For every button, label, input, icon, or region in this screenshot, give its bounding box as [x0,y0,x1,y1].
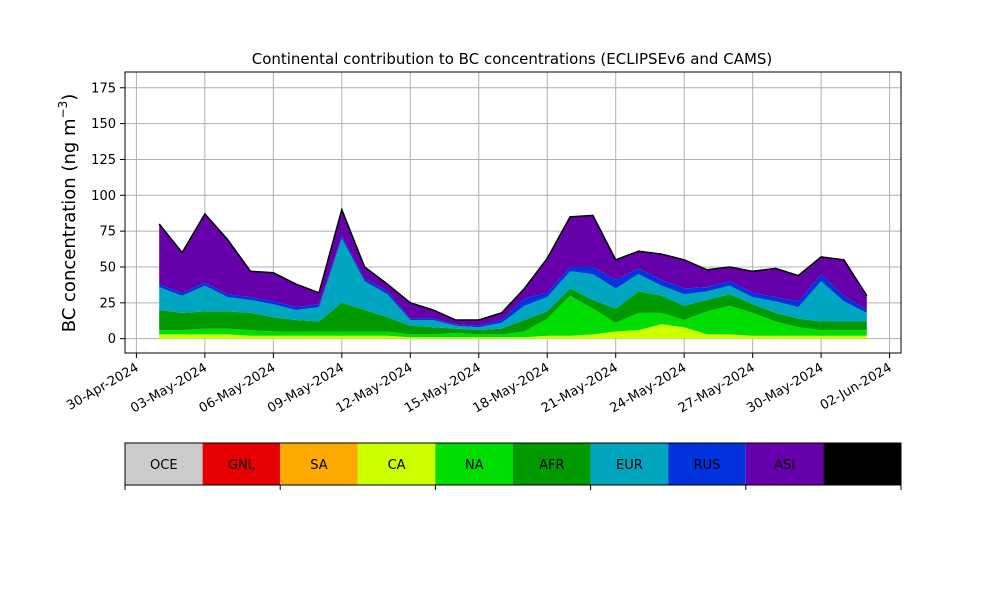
y-tick-label-4: 100 [91,189,116,204]
y-tick-label-7: 175 [91,81,116,96]
colorbar-label-na: NA [465,458,484,473]
total-outline [158,207,868,321]
area-eur [159,238,867,331]
x-tick-label-2: 06-May-2024 [197,360,279,416]
colorbar-label-oce: OCE [150,458,178,473]
x-tick-label-1: 03-May-2024 [128,360,210,416]
y-axis-label-superscript: −3 [56,101,70,119]
colorbar-swatch-asi [745,443,824,485]
colorbar-frame [124,442,902,486]
area-afr [159,288,867,335]
x-tick-label-6: 18-May-2024 [471,360,553,416]
colorbar-swatch-rus [668,443,746,485]
colorbar-swatch-aus [823,443,901,485]
chart-title: Continental contribution to BC concentra… [252,50,773,68]
y-tick-label-0: 0 [108,332,116,347]
colorbar-label-asi: ASI [774,458,795,473]
colorbar-swatch-na [435,443,513,485]
colorbar-swatch-ca [357,443,436,485]
colorbar-label-afr: AFR [539,458,564,473]
y-tick-label-5: 125 [91,153,116,168]
stacked-areas [159,209,867,339]
colorbar-swatch-afr [513,443,591,485]
x-tick-label-7: 21-May-2024 [539,360,621,416]
x-axis: 30-Apr-202403-May-202406-May-202409-May-… [64,353,895,416]
y-tick-label-1: 25 [99,296,116,311]
colorbar-label-rus: RUS [694,458,721,473]
colorbar-swatch-gnl [202,443,281,485]
y-axis-label: BC concentration (ng m−3) [56,94,80,333]
colorbar-label-sa: SA [310,458,327,473]
x-tick-label-9: 27-May-2024 [676,360,758,416]
colorbar-label-eur: EUR [616,458,643,473]
colorbar-swatch-oce [125,443,203,485]
y-tick-label-6: 150 [91,117,116,132]
y-axis: 0 25 50 75 100 125 150 175 [91,81,125,347]
plot-frame [124,71,902,354]
area-asi [159,209,867,326]
y-axis-label-main: BC concentration (ng m [59,118,80,332]
y-tick-label-3: 75 [99,225,116,240]
x-tick-label-4: 12-May-2024 [334,360,416,416]
area-ca [159,324,867,339]
x-tick-label-3: 09-May-2024 [265,360,347,416]
area-na [159,295,867,338]
x-tick-label-8: 24-May-2024 [607,360,689,416]
colorbar-swatch-eur [590,443,669,485]
colorbar-label-ca: CA [388,458,406,473]
colorbar-label-gnl: GNL [228,458,256,473]
grid [125,72,901,353]
y-tick-label-2: 50 [99,260,116,275]
colorbar: OCE GNL SA CA NA AFR EUR RUS ASI AUS [124,442,902,490]
y-axis-label-suffix: ) [59,94,80,101]
x-tick-label-11: 02-Jun-2024 [818,360,895,413]
colorbar-label-aus: AUS [849,458,876,473]
colorbar-swatch-sa [280,443,358,485]
x-tick-label-5: 15-May-2024 [402,360,484,416]
x-tick-label-10: 30-May-2024 [744,360,826,416]
